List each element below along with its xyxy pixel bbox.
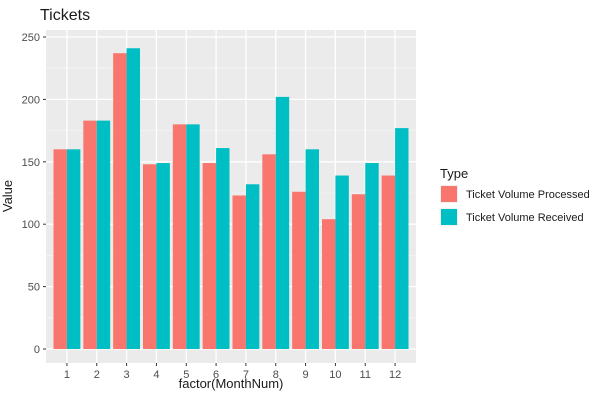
bar-processed-8 [262, 154, 276, 349]
x-tick-label: 8 [273, 369, 279, 381]
x-tick-label: 11 [360, 369, 371, 381]
legend-swatch-received [441, 209, 457, 225]
bar-received-2 [96, 120, 111, 349]
y-tick-label: 0 [34, 344, 40, 356]
x-axis-ticks: 1 2 3 4 5 6 7 8 9 10 11 12 [64, 363, 401, 381]
legend-label-processed: Ticket Volume Processed [466, 189, 590, 201]
legend: Type Ticket Volume Processed Ticket Volu… [440, 166, 590, 226]
bar-processed-6 [202, 163, 217, 349]
bar-received-10 [335, 175, 349, 349]
y-tick-label: 150 [22, 157, 40, 169]
x-tick-label: 9 [303, 369, 309, 381]
x-tick-label: 6 [213, 369, 219, 381]
y-tick-label: 200 [22, 94, 40, 106]
bar-processed-12 [381, 175, 396, 349]
bar-received-12 [395, 128, 409, 349]
x-tick-label: 10 [329, 369, 341, 381]
legend-label-received: Ticket Volume Received [466, 212, 584, 224]
bar-received-5 [186, 124, 200, 349]
y-tick-label: 50 [28, 282, 40, 294]
bar-processed-9 [292, 191, 306, 349]
bar-received-11 [365, 163, 379, 349]
x-tick-label: 5 [183, 369, 189, 381]
bar-received-1 [66, 149, 81, 349]
bar-processed-2 [83, 120, 97, 349]
bar-processed-4 [142, 164, 157, 349]
y-axis-label: Value [0, 180, 15, 212]
bars [53, 48, 409, 350]
x-tick-label: 1 [64, 369, 70, 381]
x-axis-label: factor(MonthNum) [179, 376, 284, 391]
x-tick-label: 2 [94, 369, 100, 381]
bar-processed-1 [53, 149, 67, 349]
bar-processed-11 [351, 194, 366, 349]
chart-title: Tickets [40, 7, 90, 24]
bar-received-4 [156, 163, 170, 349]
x-tick-label: 4 [153, 369, 159, 381]
bar-processed-3 [113, 53, 127, 349]
bar-received-6 [216, 148, 230, 349]
bar-processed-7 [232, 195, 246, 349]
y-tick-label: 250 [22, 32, 40, 44]
x-tick-label: 7 [243, 369, 249, 381]
legend-swatch-processed [441, 186, 457, 202]
bar-processed-5 [172, 124, 187, 349]
bar-received-3 [126, 48, 141, 350]
bar-received-9 [305, 149, 320, 349]
bar-received-7 [245, 184, 260, 349]
y-axis-ticks: 0 50 100 150 200 250 [22, 32, 46, 356]
bar-received-8 [275, 96, 290, 350]
x-tick-label: 3 [124, 369, 130, 381]
y-tick-label: 100 [22, 219, 40, 231]
legend-title: Type [440, 166, 468, 181]
bar-processed-10 [321, 219, 336, 349]
x-tick-label: 12 [389, 369, 401, 381]
